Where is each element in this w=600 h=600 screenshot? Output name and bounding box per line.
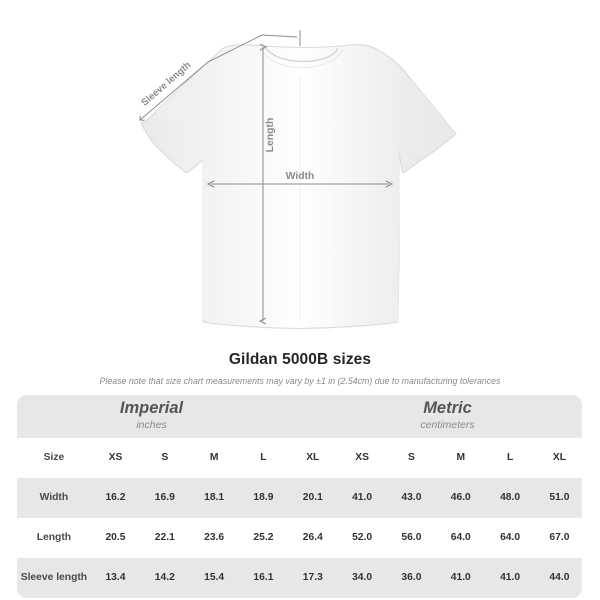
svg-text:Length: Length: [265, 118, 276, 153]
svg-text:Width: Width: [286, 171, 315, 182]
